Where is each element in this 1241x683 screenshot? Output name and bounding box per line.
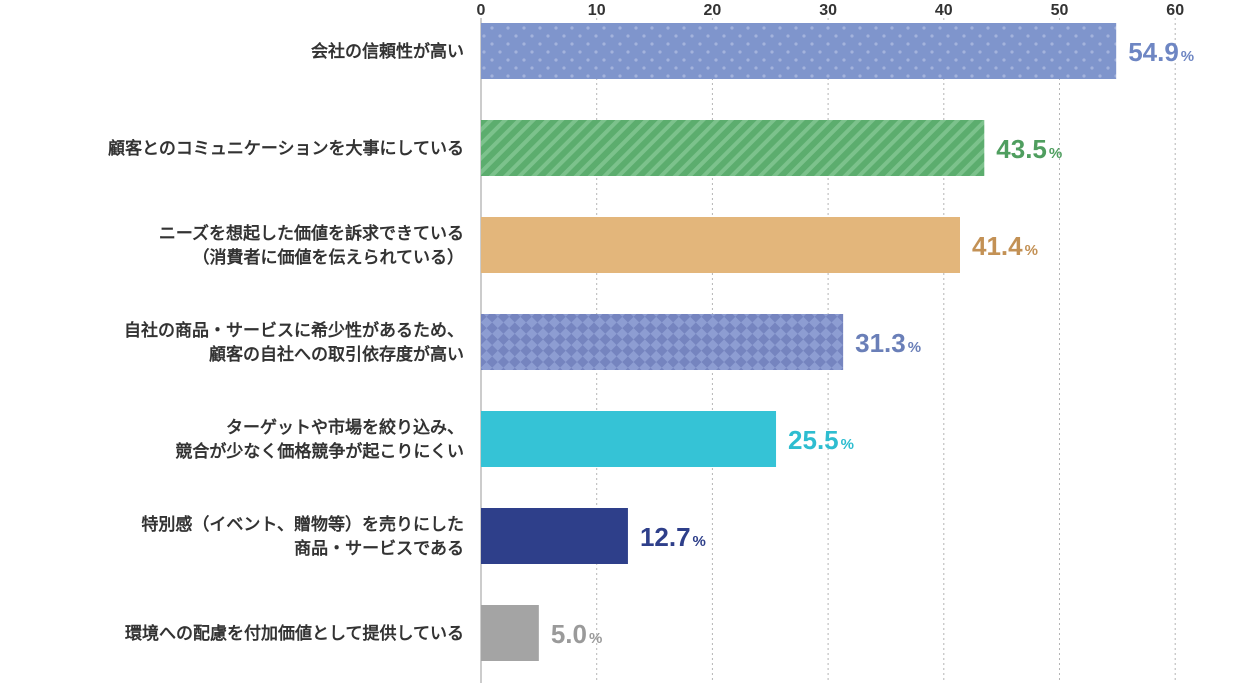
bar [481, 411, 777, 467]
value-label: 41.4% [972, 231, 1038, 261]
category-label: ターゲットや市場を絞り込み、競合が少なく価格競争が起こりにくい [175, 417, 464, 462]
value-label: 54.9% [1128, 37, 1194, 67]
x-tick-label: 10 [588, 2, 606, 19]
x-tick-label: 40 [935, 2, 953, 19]
category-label: 特別感（イベント、贈物等）を売りにした商品・サービスである [141, 514, 464, 559]
value-label: 12.7% [640, 522, 706, 552]
value-label: 25.5% [788, 425, 854, 455]
value-label: 43.5% [996, 134, 1062, 164]
category-label: 自社の商品・サービスに希少性があるため、顧客の自社への取引依存度が高い [124, 320, 464, 365]
bar [481, 23, 1117, 79]
value-label: 31.3% [855, 328, 921, 358]
bar [481, 605, 539, 661]
category-label: 顧客とのコミュニケーションを大事にしている [108, 138, 464, 159]
bar [481, 217, 960, 273]
value-label: 5.0% [551, 619, 603, 649]
x-tick-label: 0 [477, 2, 486, 19]
x-tick-label: 20 [704, 2, 722, 19]
bar [481, 508, 628, 564]
x-tick-label: 30 [819, 2, 837, 19]
x-tick-label: 60 [1166, 2, 1184, 19]
category-label: 会社の信頼性が高い [311, 41, 464, 62]
bar [481, 120, 985, 176]
category-label: ニーズを想起した価値を訴求できている（消費者に価値を伝えられている） [159, 223, 464, 268]
x-tick-label: 50 [1051, 2, 1069, 19]
category-label: 環境への配慮を付加価値として提供している [125, 623, 464, 644]
bar [481, 314, 844, 370]
